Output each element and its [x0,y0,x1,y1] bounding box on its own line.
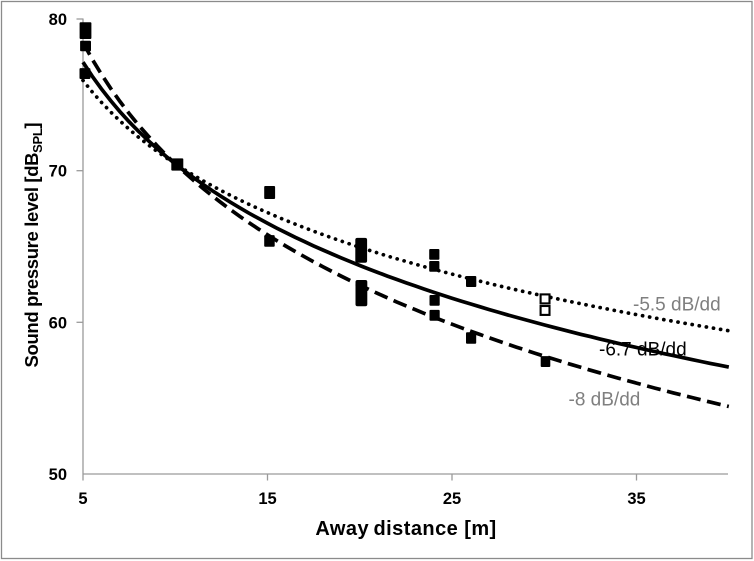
svg-text:-8 dB/dd: -8 dB/dd [569,390,641,411]
svg-text:50: 50 [49,466,67,484]
svg-text:70: 70 [49,163,67,181]
svg-text:35: 35 [627,490,645,508]
svg-text:60: 60 [49,314,67,332]
svg-text:5: 5 [78,490,87,508]
svg-text:Sound pressure level [dBSPL]: Sound pressure level [dBSPL] [21,123,45,368]
svg-text:15: 15 [258,490,276,508]
svg-text:Away distance [m]: Away distance [m] [315,518,496,540]
svg-text:80: 80 [49,11,67,29]
svg-text:25: 25 [443,490,461,508]
svg-text:-5.5 dB/dd: -5.5 dB/dd [633,295,721,316]
